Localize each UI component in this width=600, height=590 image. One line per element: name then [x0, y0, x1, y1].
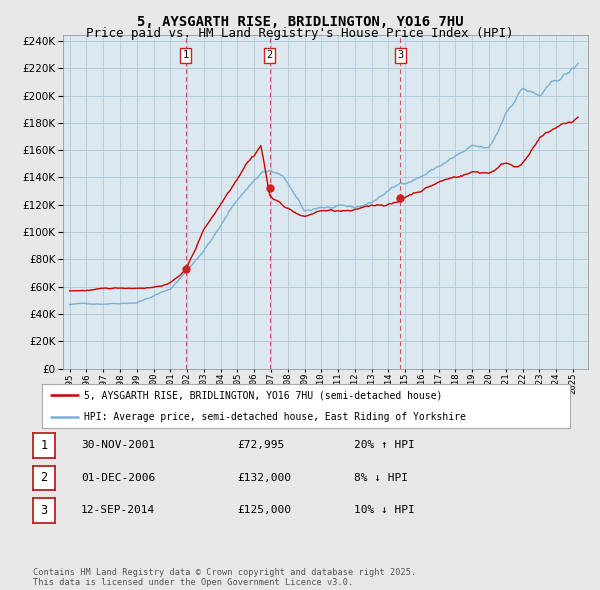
- Text: £125,000: £125,000: [237, 506, 291, 515]
- Text: 5, AYSGARTH RISE, BRIDLINGTON, YO16 7HU (semi-detached house): 5, AYSGARTH RISE, BRIDLINGTON, YO16 7HU …: [84, 391, 443, 401]
- Text: Price paid vs. HM Land Registry's House Price Index (HPI): Price paid vs. HM Land Registry's House …: [86, 27, 514, 40]
- Text: 20% ↑ HPI: 20% ↑ HPI: [354, 441, 415, 450]
- Text: 12-SEP-2014: 12-SEP-2014: [81, 506, 155, 515]
- Text: Contains HM Land Registry data © Crown copyright and database right 2025.
This d: Contains HM Land Registry data © Crown c…: [33, 568, 416, 587]
- Text: 8% ↓ HPI: 8% ↓ HPI: [354, 473, 408, 483]
- Text: 2: 2: [266, 50, 273, 60]
- Text: 01-DEC-2006: 01-DEC-2006: [81, 473, 155, 483]
- Text: 10% ↓ HPI: 10% ↓ HPI: [354, 506, 415, 515]
- Text: 1: 1: [41, 439, 47, 452]
- Text: 3: 3: [397, 50, 403, 60]
- Text: 30-NOV-2001: 30-NOV-2001: [81, 441, 155, 450]
- Text: 3: 3: [41, 504, 47, 517]
- Text: 5, AYSGARTH RISE, BRIDLINGTON, YO16 7HU: 5, AYSGARTH RISE, BRIDLINGTON, YO16 7HU: [137, 15, 463, 29]
- Text: 2: 2: [41, 471, 47, 484]
- Text: HPI: Average price, semi-detached house, East Riding of Yorkshire: HPI: Average price, semi-detached house,…: [84, 412, 466, 422]
- Text: 1: 1: [182, 50, 189, 60]
- Text: £72,995: £72,995: [237, 441, 284, 450]
- Text: £132,000: £132,000: [237, 473, 291, 483]
